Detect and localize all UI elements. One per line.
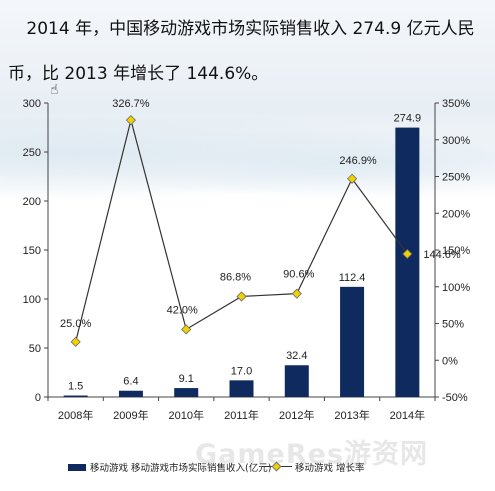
bar-value-label: 274.9	[394, 113, 422, 125]
y-left-tick-label: 150	[23, 245, 41, 257]
bar	[395, 127, 420, 398]
y-right-tick-label: 100%	[442, 282, 470, 294]
x-tick-label: 2013年	[334, 408, 369, 422]
bar	[284, 365, 309, 397]
bar	[118, 390, 143, 397]
y-right-tick-label: 0%	[442, 355, 458, 367]
growth-value-label: 90.6%	[283, 269, 314, 281]
bar-value-label: 1.5	[68, 381, 83, 393]
y-right-tick-label: 350%	[442, 98, 470, 110]
growth-value-label: 42.0%	[167, 304, 198, 316]
x-tick-label: 2010年	[168, 408, 203, 422]
bar	[340, 286, 365, 397]
growth-marker	[125, 115, 136, 126]
growth-marker	[70, 336, 81, 347]
bar-value-label: 17.0	[231, 365, 252, 377]
y-left-tick-label: 250	[23, 147, 41, 159]
y-left-tick-label: 0	[35, 392, 41, 404]
growth-marker	[402, 248, 413, 260]
growth-value-label: 25.0%	[60, 318, 91, 330]
x-tick-label: 2009年	[113, 408, 148, 422]
y-right-tick-label: 50%	[442, 319, 464, 331]
growth-marker	[236, 291, 247, 302]
legend: 移动游戏 移动游戏市场实际销售收入(亿元) 移动游戏 增长率	[62, 460, 482, 476]
legend-label-growth: 移动游戏 增长率	[295, 463, 365, 474]
growth-marker	[347, 173, 358, 184]
legend-swatch-bar	[68, 463, 86, 471]
bar-value-label: 112.4	[339, 272, 366, 284]
y-left-tick-label: 50	[29, 343, 41, 355]
legend-swatch-line	[262, 461, 292, 472]
y-left-tick-label: 200	[23, 196, 41, 208]
legend-label-revenue: 移动游戏 移动游戏市场实际销售收入(亿元)	[90, 463, 272, 474]
hand-cursor-icon: ☝	[50, 82, 59, 98]
legend-item-revenue: 移动游戏 移动游戏市场实际销售收入(亿元)	[68, 460, 271, 474]
legend-item-growth: 移动游戏 增长率	[262, 460, 365, 474]
growth-marker	[181, 324, 192, 335]
growth-value-label: 144.6%	[423, 249, 461, 261]
x-tick-label: 2014年	[390, 408, 425, 422]
growth-marker	[291, 288, 302, 299]
bar	[229, 380, 254, 397]
y-right-tick-label: 150%	[442, 245, 470, 257]
y-right-tick-label: 200%	[442, 208, 470, 220]
watermark: GameRes游资网	[195, 439, 429, 470]
growth-value-label: 246.9%	[339, 155, 377, 167]
bar-value-label: 9.1	[179, 373, 194, 385]
bar-value-label: 6.4	[123, 376, 138, 388]
x-tick-label: 2011年	[224, 408, 259, 422]
headline-line-1: 2014 年，中国移动游戏市场实际销售收入 274.9 亿元人民	[26, 19, 475, 39]
growth-value-label: 326.7%	[112, 98, 150, 110]
bar	[63, 395, 88, 397]
x-tick-label: 2012年	[279, 408, 314, 422]
bar	[174, 388, 199, 397]
y-right-tick-label: 250%	[442, 172, 470, 184]
headline-line-2: 币，比 2013 年增长了 144.6%。	[8, 64, 269, 84]
y-right-tick-label: -50%	[442, 392, 468, 404]
y-right-tick-label: 300%	[442, 135, 470, 147]
y-left-tick-label: 100	[23, 294, 41, 306]
y-left-tick-label: 300	[23, 98, 41, 110]
x-tick-label: 2008年	[58, 408, 93, 422]
bar-value-label: 32.4	[286, 350, 307, 362]
growth-value-label: 86.8%	[220, 271, 251, 283]
